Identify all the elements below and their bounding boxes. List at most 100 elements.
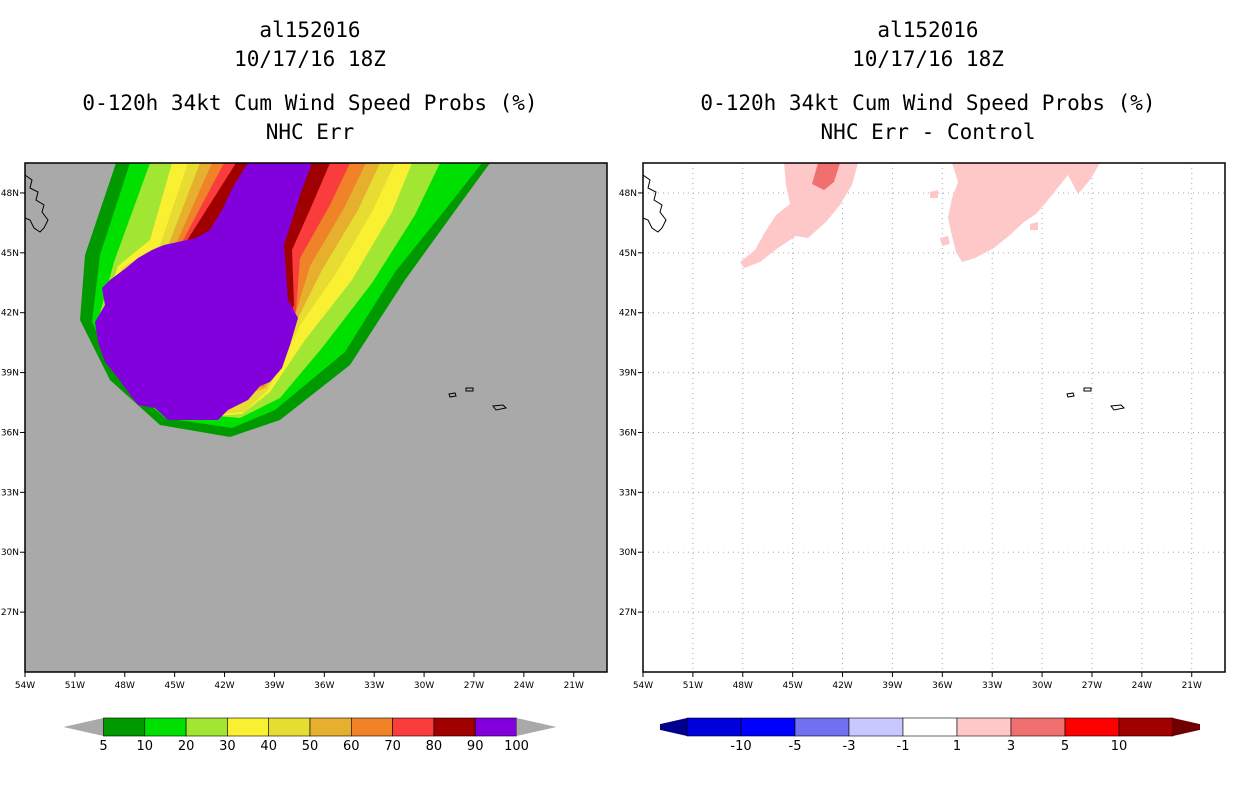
colorbar-right-arrow [1173, 718, 1200, 736]
y-tick-label: 36N [619, 428, 637, 438]
colorbar-cell [103, 717, 146, 737]
colorbar-label: -1 [897, 739, 910, 754]
left-axis-ticks: 54W 51W 48W 45W 42W 39W 36W 33W 30W 27W 24W 21W 27N 3… [1, 189, 584, 691]
swath-100pct [95, 163, 312, 420]
right-title-product: 0-120h 34kt Cum Wind Speed Probs (%) [700, 91, 1156, 115]
right-panel-title: al152016 10/17/16 18Z 0-120h 34kt Cum Wi… [638, 16, 1218, 147]
colorbar-label: 90 [467, 739, 484, 754]
colorbar-cell [392, 717, 435, 737]
diff-region-1-to-3-east [948, 163, 1100, 262]
colorbar-label: 10 [1111, 739, 1128, 754]
colorbar-label: 10 [137, 739, 154, 754]
right-map-frame [642, 162, 1226, 673]
colorbar-label: 30 [219, 739, 236, 754]
y-tick-label: 27N [619, 608, 637, 618]
y-tick-label: 42N [1, 309, 19, 319]
colorbar-label: 1 [953, 739, 961, 754]
azores-island-2 [465, 387, 474, 392]
colorbar-label: 70 [384, 739, 401, 754]
left-probability-map: 54W 51W 48W 45W 42W 39W 36W 33W 30W 27W 24W 21W 27N 3… [1, 162, 608, 691]
right-axis-ticks: 54W 51W 48W 45W 42W 39W 36W 33W 30W 27W 24W 21W 27N 3… [619, 189, 1202, 691]
x-tick-label: 33W [982, 681, 1002, 691]
colorbar-left-arrow [63, 718, 104, 736]
diff-region-1-to-3-islet-b [940, 236, 950, 246]
x-tick-label: 45W [782, 681, 802, 691]
colorbar-label: 60 [343, 739, 360, 754]
x-tick-label: 27W [1082, 681, 1102, 691]
newfoundland-coast [24, 174, 49, 233]
colorbar-cell [1010, 717, 1066, 737]
x-tick-label: 42W [832, 681, 852, 691]
y-tick-label: 30N [1, 548, 19, 558]
y-tick-label: 39N [1, 369, 19, 379]
x-tick-label: 54W [15, 681, 35, 691]
azores-island-3 [1110, 404, 1126, 411]
x-tick-label: 30W [1032, 681, 1052, 691]
colorbar-label: 5 [99, 739, 107, 754]
y-tick-label: 30N [619, 548, 637, 558]
azores-island-3 [492, 404, 508, 411]
colorbar-label: 20 [178, 739, 195, 754]
left-panel-title: al152016 10/17/16 18Z 0-120h 34kt Cum Wi… [20, 16, 600, 147]
colorbar-label: 80 [426, 739, 443, 754]
x-tick-label: 27W [464, 681, 484, 691]
colorbar-cell [686, 717, 742, 737]
y-tick-label: 27N [1, 608, 19, 618]
colorbar-cell [1064, 717, 1120, 737]
colorbar-cell [433, 717, 476, 737]
x-tick-label: 51W [683, 681, 703, 691]
y-tick-label: 45N [619, 249, 637, 259]
x-tick-label: 21W [564, 681, 584, 691]
y-tick-label: 48N [1, 189, 19, 199]
colorbar-right-arrow [516, 718, 557, 736]
left-coastline [24, 174, 508, 411]
left-title-time: 10/17/16 18Z [234, 47, 386, 71]
colorbar-cell [268, 717, 311, 737]
x-tick-label: 39W [264, 681, 284, 691]
diff-region-1-to-3-west [740, 163, 858, 268]
y-tick-label: 48N [619, 189, 637, 199]
right-title-time: 10/17/16 18Z [852, 47, 1004, 71]
colorbar-cell [1118, 717, 1174, 737]
colorbar-label: -3 [843, 739, 856, 754]
x-tick-label: 33W [364, 681, 384, 691]
x-tick-label: 48W [115, 681, 135, 691]
right-title-storm: al152016 [877, 18, 979, 42]
diff-region-1-to-3-islet-a [930, 190, 938, 198]
left-title-product: 0-120h 34kt Cum Wind Speed Probs (%) [82, 91, 538, 115]
colorbar-cell [956, 717, 1012, 737]
colorbar-cell [474, 717, 517, 737]
colorbar-label: -5 [789, 739, 802, 754]
right-coastline [642, 174, 1126, 411]
left-title-subtitle: NHC Err [265, 120, 355, 144]
azores-island-2 [1083, 387, 1092, 392]
azores-island-1 [1066, 392, 1075, 398]
y-tick-label: 36N [1, 428, 19, 438]
right-colorbar: -10 -5 -3 -1 1 3 5 10 [660, 717, 1200, 754]
newfoundland-coast [642, 174, 667, 233]
x-tick-label: 48W [733, 681, 753, 691]
y-tick-label: 33N [1, 488, 19, 498]
colorbar-label: 50 [302, 739, 319, 754]
right-map-background [643, 163, 1225, 672]
colorbar-cell [350, 717, 393, 737]
colorbar-cell [902, 717, 958, 737]
x-tick-label: 30W [414, 681, 434, 691]
right-difference-map: 54W 51W 48W 45W 42W 39W 36W 33W 30W 27W 24W 21W 27N 3… [619, 162, 1226, 691]
colorbar-cell [848, 717, 904, 737]
azores-island-1 [448, 392, 457, 398]
colorbar-label: 40 [260, 739, 277, 754]
colorbar-label: 3 [1007, 739, 1015, 754]
x-tick-label: 36W [314, 681, 334, 691]
x-tick-label: 24W [1132, 681, 1152, 691]
x-tick-label: 21W [1182, 681, 1202, 691]
y-tick-label: 42N [619, 309, 637, 319]
diff-region-3-to-5 [812, 163, 840, 190]
diff-region-1-to-3-islet-c [1030, 222, 1038, 230]
probability-swath [80, 163, 490, 437]
colorbar-cell [794, 717, 850, 737]
x-tick-label: 36W [932, 681, 952, 691]
colorbar-label: 100 [504, 739, 529, 754]
left-title-storm: al152016 [259, 18, 361, 42]
x-tick-label: 39W [882, 681, 902, 691]
